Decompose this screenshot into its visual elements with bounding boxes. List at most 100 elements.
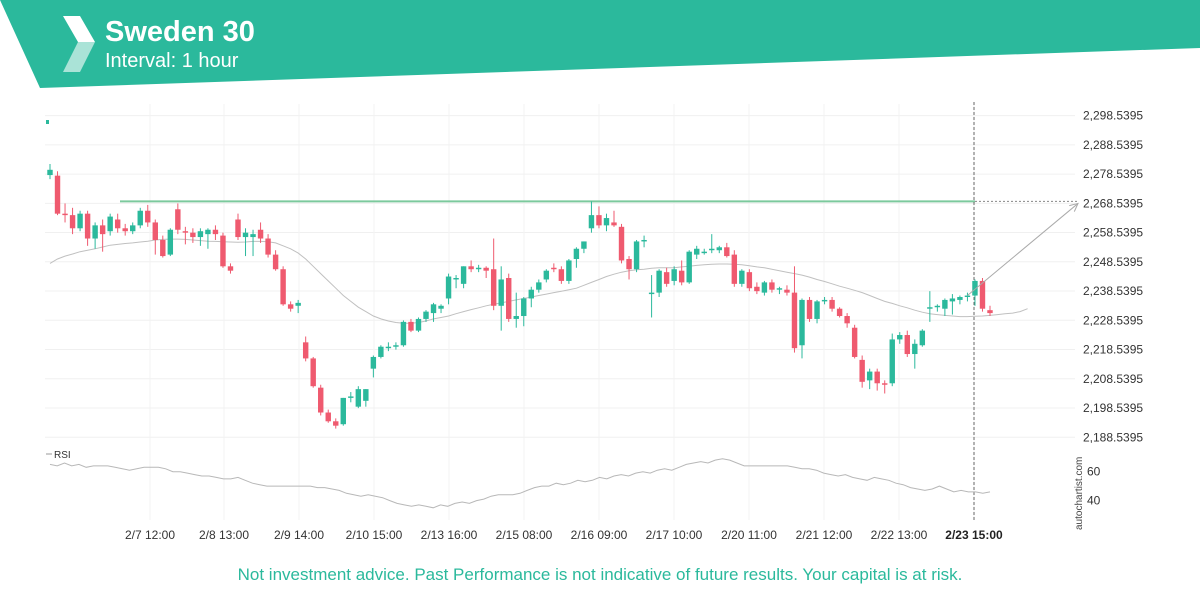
candle-body [596,215,602,226]
candle-body [167,229,174,255]
candle [84,210,91,246]
candle [603,213,610,232]
candle [190,228,196,243]
x-tick-label: 2/23 15:00 [945,528,1003,542]
candle [633,239,640,273]
candle [47,163,53,180]
candle-body [581,241,587,249]
candle-body [754,286,760,292]
candle [829,297,835,312]
rsi-line [49,458,991,509]
candle-body [257,229,264,239]
resistance-layer [120,102,1078,522]
candle-body [513,316,519,319]
chart-grid [45,104,1075,520]
candle [724,242,730,258]
x-tick-label: 2/21 12:00 [796,528,853,542]
candle-body [558,269,565,281]
candle-body [618,226,625,261]
candle-body [468,266,474,270]
candle [957,295,963,305]
candle [618,223,625,264]
candle [769,279,775,293]
candle-body [62,213,68,216]
candle-body [784,289,790,293]
candle-body [393,345,399,347]
interval-label: Interval: 1 hour [105,50,239,72]
candle [212,225,219,240]
candle [453,275,459,289]
page-title: Sweden 30 [105,16,255,48]
candle-body [242,232,249,238]
candle [701,248,707,255]
x-axis: 2/7 12:00 2/8 13:00 2/9 14:00 2/10 15:00 2/1… [125,528,1003,542]
candle [498,266,504,331]
candle [445,273,452,305]
candle-body [182,231,189,233]
candle-body [400,321,407,346]
candle [558,266,565,284]
candle-body [54,175,61,214]
candle [866,368,873,390]
autochartist-logo [63,16,95,72]
candle [678,260,685,286]
candle-body [866,371,873,381]
moving-average-line [49,238,1028,324]
candle [122,223,128,236]
candle [385,342,392,352]
rsi-panel: RSI 60 40 [46,450,1101,509]
candle [934,304,941,312]
candle-body [814,301,820,319]
candle [686,250,692,284]
candle-body [130,225,136,232]
candle-body [445,276,452,299]
candle-body [506,278,512,319]
y-tick-label: 2,278.5395 [1083,167,1143,181]
candle-body [318,387,324,413]
candle [791,266,798,353]
candle [468,260,474,273]
candle-body [791,292,798,349]
candle [205,228,211,249]
candle-body [385,346,392,349]
candle-body [882,383,888,385]
candle [242,228,249,257]
x-tick-label: 2/10 15:00 [346,528,403,542]
candle [761,280,768,296]
candle-body [250,234,256,238]
x-tick-label: 2/7 12:00 [125,528,175,542]
candle-body [663,272,670,284]
candle-body [152,222,158,240]
candle [220,232,226,268]
candle [694,245,700,259]
candle-body [957,297,963,300]
candle-body [325,412,331,422]
candle-body [280,269,286,305]
candle [671,266,677,286]
candle [325,409,331,423]
candle [197,228,204,246]
candle-body [551,267,557,270]
x-tick-label: 2/22 13:00 [871,528,928,542]
candle [54,171,61,216]
candle [99,219,106,252]
candle [889,333,895,387]
candle [656,269,662,298]
candle-body [47,169,53,176]
candle-body [776,288,783,290]
candle-body [761,282,768,293]
candle [475,264,482,273]
candle [521,297,527,327]
y-tick-label: 2,238.5395 [1083,284,1143,298]
candle [393,342,399,350]
candle-body [588,215,595,229]
candle-body [844,316,850,324]
candle-body [160,239,166,257]
candle-body [227,266,234,271]
candle [137,207,143,229]
candle-body [272,254,279,270]
candle [882,380,888,394]
logo-shape-top [63,16,95,42]
candle [130,222,136,235]
candle-body [114,219,121,229]
